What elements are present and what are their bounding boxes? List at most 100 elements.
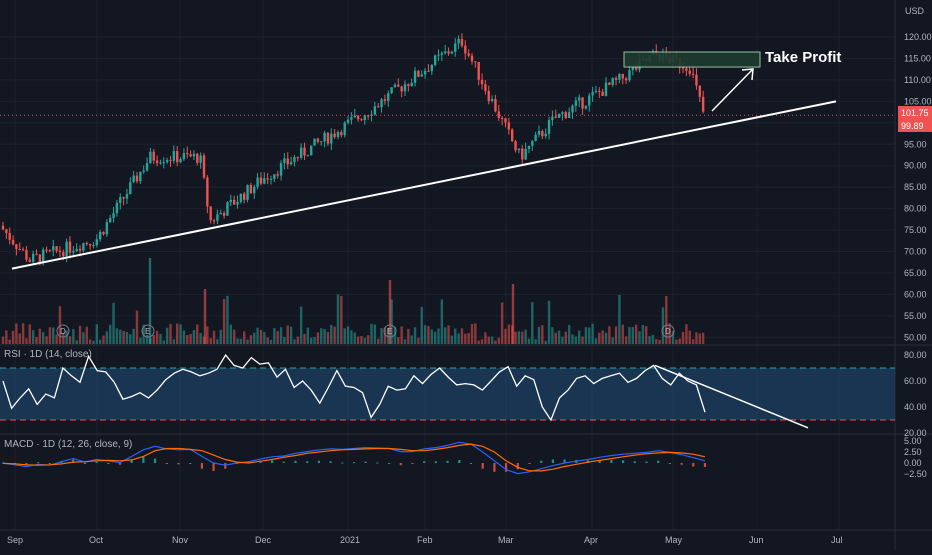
volume-bar — [82, 332, 85, 344]
volume-bar — [65, 330, 68, 344]
volume-bar — [504, 328, 507, 344]
rsi-tick-label: 60.00 — [904, 376, 927, 386]
volume-bar — [527, 338, 531, 344]
price-tick-label: 115.00 — [904, 53, 931, 63]
volume-bar — [326, 331, 330, 344]
macd-histogram-bar — [692, 463, 695, 467]
macd-histogram-bar — [411, 463, 414, 464]
x-tick-label: Apr — [584, 535, 598, 545]
candle-body — [102, 231, 105, 235]
candle-body — [169, 160, 172, 162]
volume-bar — [541, 325, 544, 344]
event-marker-label: D — [60, 327, 66, 336]
price-tick-label: 110.00 — [904, 75, 931, 85]
volume-bar — [591, 323, 594, 344]
volume-bar — [370, 323, 373, 344]
volume-spike — [388, 280, 392, 344]
macd-histogram-bar — [446, 460, 449, 463]
signal-line — [2, 443, 706, 472]
macd-histogram-bar — [633, 461, 636, 463]
volume-bar — [102, 335, 105, 344]
macd-histogram-bar — [224, 463, 227, 469]
volume-bar — [554, 332, 557, 344]
macd-tick-label: 5.00 — [904, 436, 922, 446]
candle-body — [430, 64, 433, 72]
candle-body — [189, 154, 192, 157]
volume-bar — [52, 327, 55, 344]
volume-bar — [286, 325, 289, 344]
volume-bar — [420, 306, 423, 344]
candle-body — [299, 147, 303, 158]
volume-bar — [249, 335, 253, 344]
volume-bar — [109, 324, 112, 344]
candle-body — [11, 239, 15, 245]
candle-body — [591, 91, 594, 96]
macd-histogram-bar — [352, 462, 356, 464]
candle-body — [611, 78, 614, 85]
macd-histogram-bar — [668, 463, 671, 464]
volume-bar — [35, 336, 38, 344]
volume-bar — [353, 332, 356, 344]
volume-bar — [403, 339, 407, 344]
macd-histogram-bar — [189, 463, 192, 464]
macd-histogram-bar — [72, 459, 75, 463]
volume-bar — [521, 331, 524, 344]
candle-body — [179, 159, 182, 163]
x-tick-label: May — [665, 535, 683, 545]
price-tick-label: 85.00 — [904, 182, 927, 192]
candle-body — [400, 86, 403, 92]
candle-body — [557, 113, 561, 118]
volume-bar — [464, 333, 467, 344]
volume-bar — [397, 337, 400, 344]
candle-body — [249, 184, 253, 194]
price-tick-label: 120.00 — [904, 32, 932, 42]
volume-bar — [604, 332, 608, 344]
candle-body — [320, 141, 323, 143]
volume-bar — [444, 327, 447, 344]
volume-bar — [691, 339, 695, 344]
candle-body — [410, 82, 413, 86]
volume-bar — [688, 330, 691, 344]
volume-bar — [417, 337, 420, 344]
macd-histogram-bar — [341, 462, 344, 464]
volume-bar — [413, 327, 417, 344]
macd-histogram-bar — [469, 463, 473, 464]
event-marker-label: E — [145, 327, 150, 336]
volume-bar — [447, 325, 450, 344]
volume-bar — [139, 337, 142, 344]
price-tick-label: 90.00 — [904, 161, 927, 171]
volume-bar — [484, 332, 487, 344]
candle-body — [35, 253, 38, 255]
macd-histogram-bar — [434, 461, 437, 463]
volume-bar — [588, 327, 591, 344]
volume-bar — [119, 329, 122, 344]
candle-body — [122, 197, 125, 199]
candle-body — [423, 70, 427, 75]
volume-bar — [159, 333, 162, 344]
candle-body — [561, 112, 564, 114]
macd-histogram-bar — [703, 463, 707, 467]
macd-histogram-bar — [107, 463, 110, 464]
volume-bar — [122, 331, 125, 344]
event-marker — [141, 324, 155, 338]
candle-body — [544, 133, 547, 137]
candle-body — [253, 186, 256, 194]
volume-bar — [695, 332, 698, 344]
volume-bar — [279, 327, 283, 344]
volume-bar — [1, 336, 5, 344]
volume-spike — [148, 258, 152, 344]
macd-histogram-bar — [388, 463, 391, 464]
candle-body — [474, 61, 477, 63]
macd-tick-label: −2.50 — [904, 469, 927, 479]
macd-histogram-bar — [493, 463, 496, 472]
volume-bar — [655, 339, 658, 344]
volume-bar — [306, 327, 310, 344]
candle-body — [584, 105, 588, 109]
volume-bar — [256, 327, 259, 344]
volume-spike — [203, 289, 207, 344]
candle-body — [55, 246, 58, 251]
candle-body — [216, 214, 219, 221]
